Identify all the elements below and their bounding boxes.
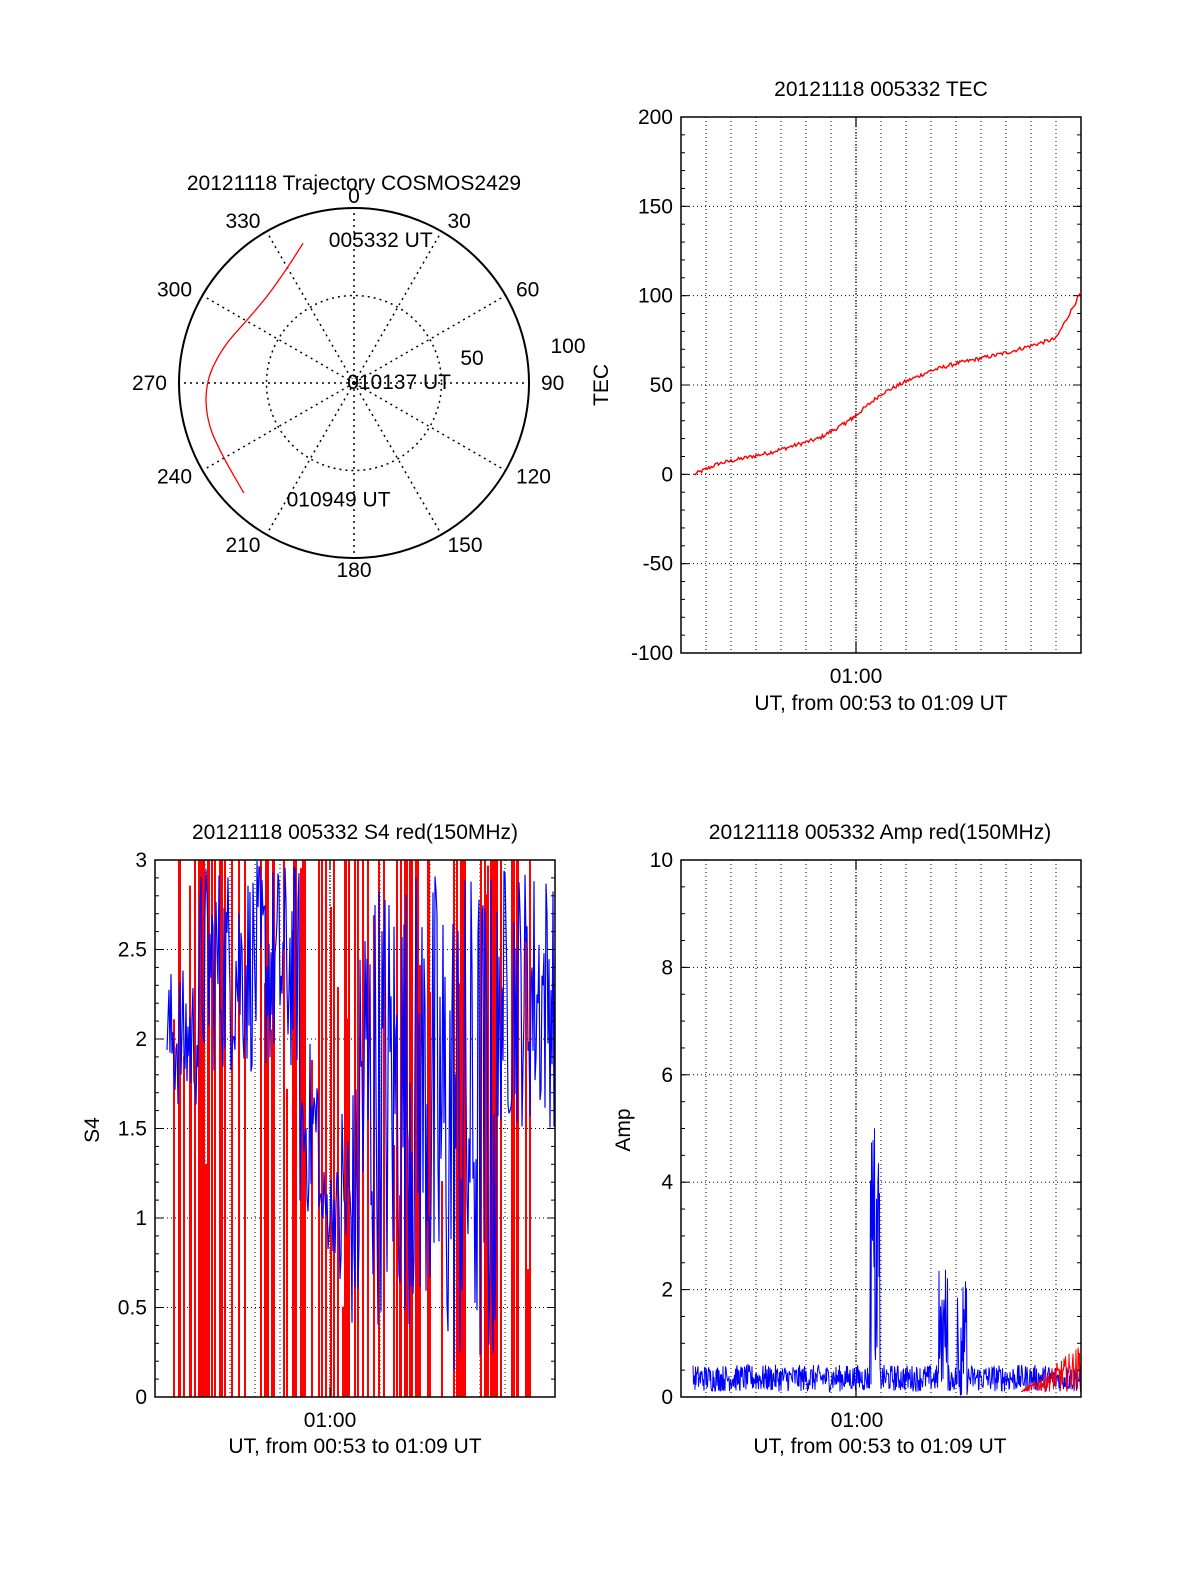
y-tick-label: 1 xyxy=(135,1207,147,1230)
polar-spoke xyxy=(353,231,443,384)
trajectory-annotation: 010137 UT xyxy=(347,371,451,394)
polar-azimuth-label: 180 xyxy=(336,559,371,582)
tec-ylabel: TEC xyxy=(590,364,613,406)
polar-azimuth-label: 60 xyxy=(516,279,539,302)
s4-series-blue xyxy=(166,860,556,1371)
s4-ticks: 3 2.5 2 1.5 1 0.5 0 xyxy=(118,849,555,1409)
polar-center xyxy=(348,377,360,389)
s4-title: 20121118 005332 S4 red(150MHz) xyxy=(192,821,518,844)
polar-azimuth-label: 240 xyxy=(157,466,192,489)
s4-ylabel: S4 xyxy=(81,1117,104,1143)
y-tick-label: -100 xyxy=(631,642,673,665)
trajectory-annotation: 005332 UT xyxy=(329,229,433,252)
polar-ring xyxy=(265,294,443,472)
polar-labels: 0 30 60 90 120 150 180 210 240 270 300 330 50 100 0053… xyxy=(132,185,586,582)
y-tick-label: 50 xyxy=(650,374,673,397)
tec-xtick-0100: 01:00 xyxy=(830,665,883,688)
tec-ticks: 200 150 100 50 0 -50 -100 xyxy=(631,106,1081,665)
polar-spoke xyxy=(353,382,506,472)
polar-azimuth-label: 330 xyxy=(225,210,260,233)
trajectory-title: 20121118 Trajectory COSMOS2429 xyxy=(187,172,521,195)
tec-series-red xyxy=(693,291,1082,476)
tec-grid xyxy=(681,117,1081,653)
amp-plot: 20121118 005332 Amp red(150MHz) 1086420 … xyxy=(612,821,1082,1458)
y-tick-label: 150 xyxy=(638,195,673,218)
polar-azimuth-label: 270 xyxy=(132,372,167,395)
y-tick-label: 3 xyxy=(135,849,147,872)
polar-spoke xyxy=(353,382,443,535)
y-tick-label: 0 xyxy=(661,1386,673,1409)
polar-azimuth-label: 210 xyxy=(225,534,260,557)
y-tick-label: 8 xyxy=(661,956,673,979)
y-tick-label: 100 xyxy=(638,285,673,308)
polar-azimuth-label: 300 xyxy=(157,279,192,302)
polar-radial-label: 100 xyxy=(550,335,585,358)
amp-title: 20121118 005332 Amp red(150MHz) xyxy=(709,821,1051,844)
polar-azimuth-label: 30 xyxy=(448,210,471,233)
y-tick-label: 200 xyxy=(638,106,673,129)
tec-plot: 20121118 005332 TEC 200150100500-50-100 … xyxy=(590,78,1082,715)
polar-radial-label: 50 xyxy=(460,347,483,370)
amp-xlabel: UT, from 00:53 to 01:09 UT xyxy=(753,1435,1006,1458)
polar-spoke xyxy=(202,294,355,384)
polar-azimuth-label: 0 xyxy=(348,185,360,208)
amp-ylabel: Amp xyxy=(612,1108,635,1151)
polar-azimuth-label: 120 xyxy=(516,466,551,489)
trajectory-plot: 20121118 Trajectory COSMOS2429 0 30 60 90 12… xyxy=(132,172,586,582)
tec-xlabel: UT, from 00:53 to 01:09 UT xyxy=(754,692,1007,715)
y-tick-label: 2 xyxy=(135,1028,147,1051)
amp-ticks: 10 8 6 4 2 0 xyxy=(650,849,1081,1409)
s4-plot: 20121118 005332 S4 red(150MHz) 3 2.5 2 1.5 1… xyxy=(81,821,556,1458)
trajectory-line xyxy=(205,242,304,494)
s4-xlabel: UT, from 00:53 to 01:09 UT xyxy=(228,1435,481,1458)
polar-spoke xyxy=(265,231,355,384)
amp-series-blue xyxy=(692,1128,1082,1396)
y-tick-label: 1.5 xyxy=(118,1118,147,1141)
polar-spoke xyxy=(353,294,506,384)
y-tick-label: 0 xyxy=(661,463,673,486)
amp-series-red xyxy=(1020,1347,1082,1393)
polar-spoke xyxy=(265,382,355,535)
polar-spoke xyxy=(202,382,355,472)
amp-grid xyxy=(681,860,1081,1397)
y-tick-label: 0 xyxy=(135,1386,147,1409)
s4-xtick-0100: 01:00 xyxy=(304,1409,357,1432)
polar-azimuth-label: 90 xyxy=(541,372,564,395)
polar-azimuth-label: 150 xyxy=(448,534,483,557)
tec-title: 20121118 005332 TEC xyxy=(774,78,988,101)
y-tick-label: -50 xyxy=(643,553,673,576)
y-tick-label: 2 xyxy=(661,1279,673,1302)
y-tick-label: 0.5 xyxy=(118,1297,147,1320)
y-tick-label: 2.5 xyxy=(118,939,147,962)
y-tick-label: 10 xyxy=(650,849,673,872)
amp-xtick-0100: 01:00 xyxy=(831,1409,884,1432)
trajectory-annotation: 010949 UT xyxy=(287,489,391,512)
y-tick-label: 6 xyxy=(661,1064,673,1087)
y-tick-label: 4 xyxy=(661,1171,673,1194)
